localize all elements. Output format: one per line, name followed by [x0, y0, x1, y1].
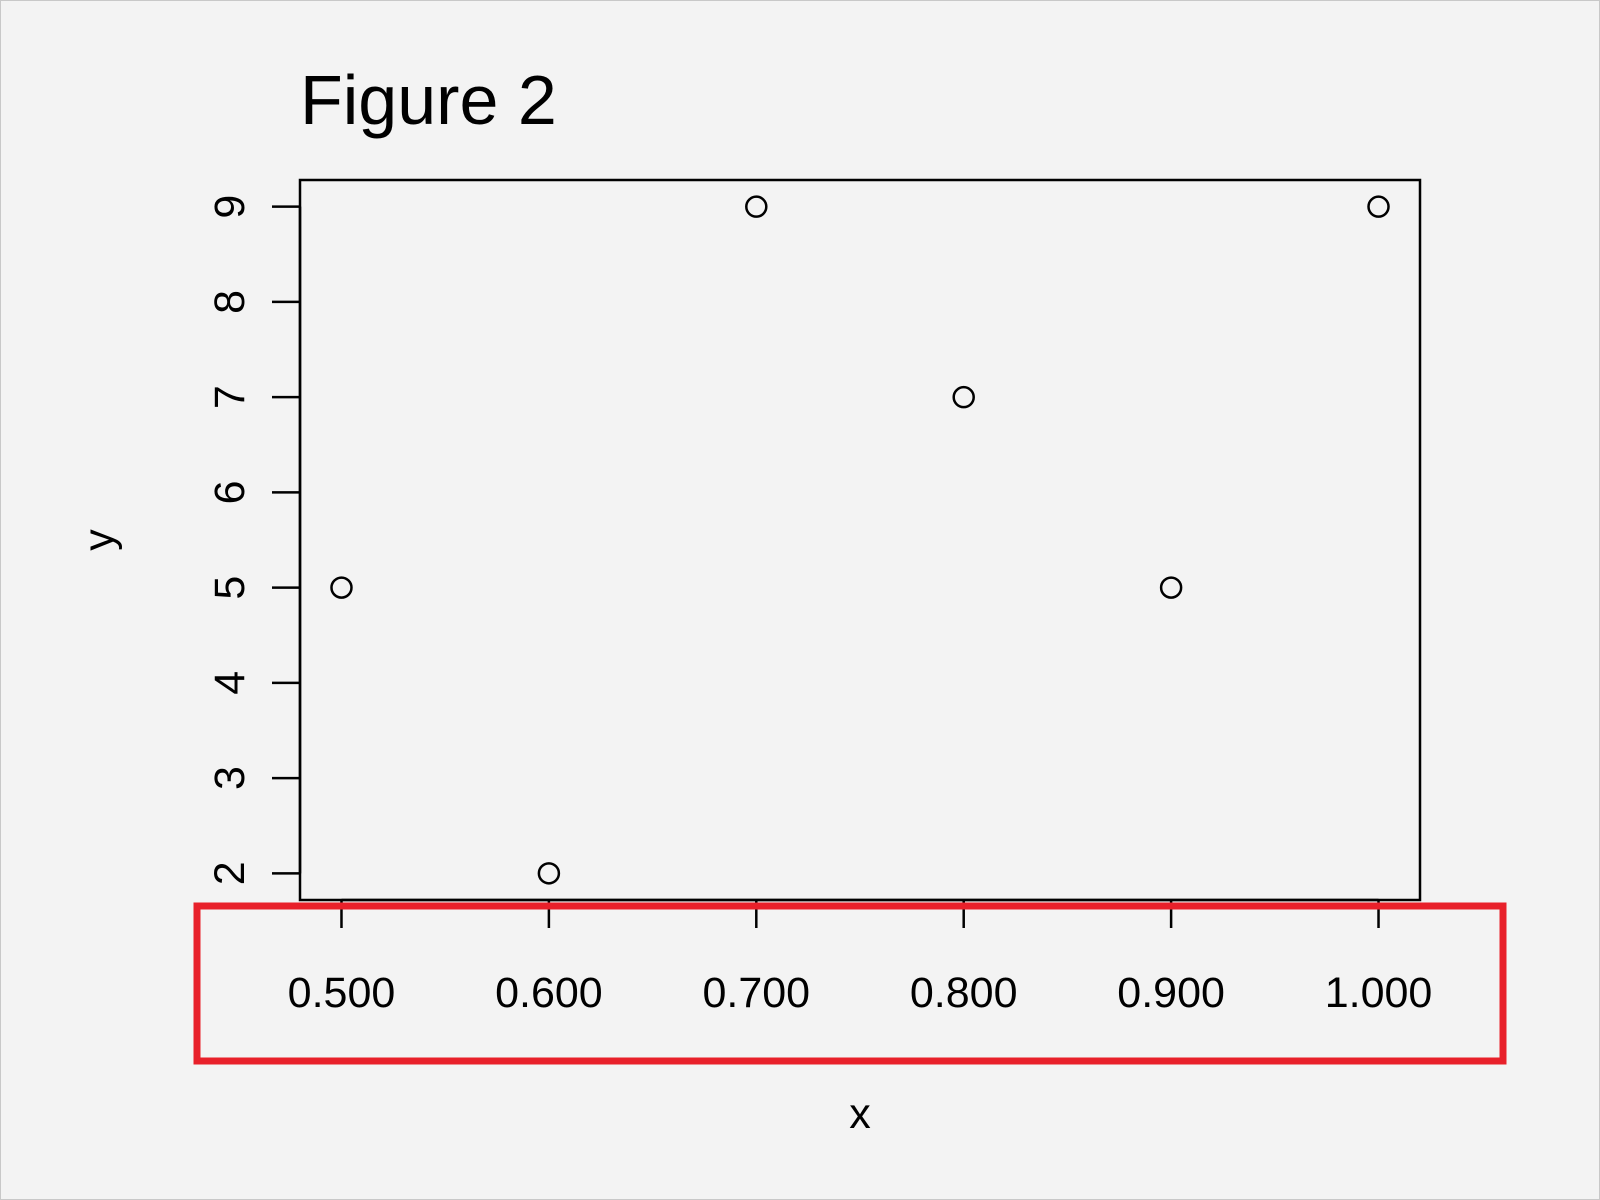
data-point [1159, 576, 1183, 599]
x-tick-label: 1.000 [1325, 969, 1433, 1017]
chart-title: Figure 2 [300, 61, 557, 139]
x-axis: 0.500 0.600 0.700 0.800 0.900 1.000 [288, 898, 1433, 1017]
y-tick-label: 6 [206, 480, 254, 504]
data-point [952, 385, 975, 409]
y-axis: 2 3 4 5 6 7 8 9 [206, 195, 302, 885]
y-tick-label: 4 [206, 671, 254, 695]
x-tick-label: 0.700 [702, 969, 810, 1017]
data-point [330, 576, 353, 599]
y-tick-label: 3 [206, 766, 254, 790]
data-point [1367, 195, 1390, 218]
y-tick-label: 9 [206, 195, 254, 219]
y-tick-label: 8 [206, 290, 254, 314]
y-tick-label: 2 [206, 861, 254, 885]
plot-area-border [298, 178, 1422, 902]
x-tick-labels-highlight-box [193, 902, 1507, 1065]
data-points [330, 195, 1390, 885]
x-tick-label: 0.900 [1117, 969, 1225, 1017]
data-point [745, 195, 768, 218]
x-tick-label: 0.500 [288, 969, 396, 1017]
y-tick-label: 5 [206, 576, 254, 600]
x-axis-label: x [849, 1090, 871, 1138]
x-tick-label: 0.600 [495, 969, 603, 1017]
y-tick-label: 7 [206, 385, 254, 409]
y-axis-label: y [75, 529, 123, 551]
data-point [537, 862, 561, 885]
x-tick-label: 0.800 [910, 969, 1018, 1017]
